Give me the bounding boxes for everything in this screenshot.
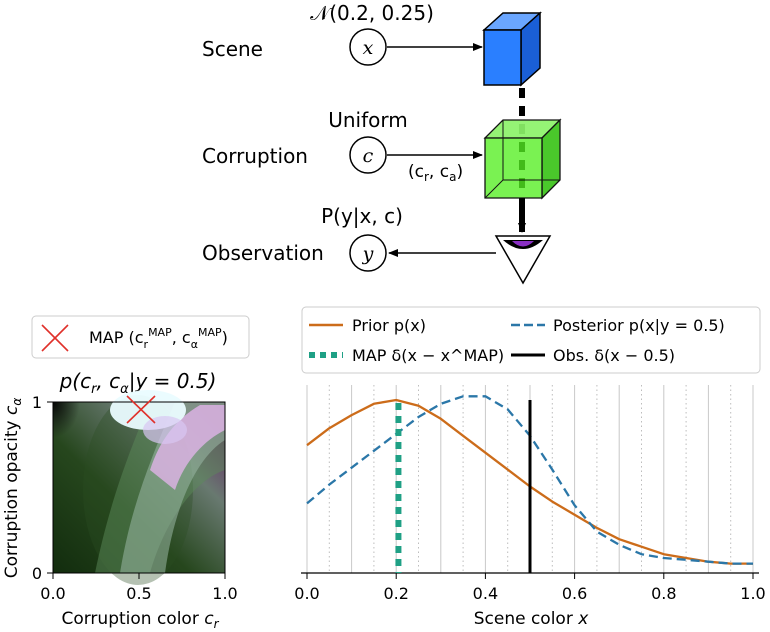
graphical-model: 𝒩(0.2, 0.25) Scene x Uniform Corruption …: [202, 1, 562, 285]
line-chart-panel: Prior p(x) Posterior p(x|y = 0.5) MAP δ(…: [294, 306, 766, 629]
x-tick-label: 0.6: [562, 584, 587, 603]
map-marker: [126, 395, 156, 424]
heatmap-panel: MAP (crMAP, cαMAP) p(cr, cα|y = 0.5) 0.0…: [2, 315, 250, 631]
x-tick-label: 0.2: [383, 584, 408, 603]
observation-label: Observation: [202, 241, 324, 265]
heatmap-x-tick: 0.5: [126, 584, 151, 603]
scene-label: Scene: [202, 37, 263, 61]
heatmap-ylabel: Corruption opacity cα: [2, 398, 24, 579]
heatmap-legend: MAP (crMAP, cαMAP): [31, 315, 250, 359]
scene-prior-label: 𝒩(0.2, 0.25): [310, 1, 434, 25]
plot-area: 0.0 0.2 0.4 0.6 0.8 1.0: [294, 385, 766, 603]
corruption-prior-label: Uniform: [328, 108, 408, 132]
x-tick-label: 0.8: [651, 584, 676, 603]
heatmap-x-tick: 0.0: [40, 584, 65, 603]
map-marker-legend-icon: [41, 324, 69, 352]
eye-icon: [494, 235, 552, 285]
heatmap-y-tick: 0: [32, 564, 42, 583]
chart-legend: Prior p(x) Posterior p(x|y = 0.5) MAP δ(…: [301, 306, 761, 374]
corruption-node-var: c: [363, 145, 374, 167]
heatmap-x-tick: 1.0: [212, 584, 237, 603]
scene-node: [349, 28, 387, 66]
x-tick-label: 1.0: [740, 584, 765, 603]
likelihood-label: P(y|x, c): [321, 204, 403, 228]
heatmap-image: [52, 390, 226, 585]
corruption-node: [349, 136, 387, 174]
heatmap-y-tick: 1: [32, 393, 42, 412]
legend-map-label: MAP δ(x − x^MAP): [352, 346, 504, 365]
observation-node-var: y: [362, 243, 374, 265]
x-tick-label: 0.0: [294, 584, 319, 603]
observation-node: [349, 234, 387, 272]
heatmap-xlabel: Corruption color cr: [61, 609, 219, 631]
legend-prior-label: Prior p(x): [352, 316, 426, 335]
legend-posterior-label: Posterior p(x|y = 0.5): [553, 316, 725, 335]
corruption-cube: [483, 118, 562, 200]
corruption-edge-label: (cr, ca): [408, 162, 463, 184]
x-tick-label: 0.4: [473, 584, 498, 603]
scene-node-var: x: [363, 37, 374, 59]
scene-cube: [482, 11, 542, 87]
legend-obs-label: Obs. δ(x − 0.5): [553, 346, 675, 365]
corruption-label: Corruption: [202, 144, 308, 168]
chart-xlabel: Scene color x: [474, 609, 590, 629]
